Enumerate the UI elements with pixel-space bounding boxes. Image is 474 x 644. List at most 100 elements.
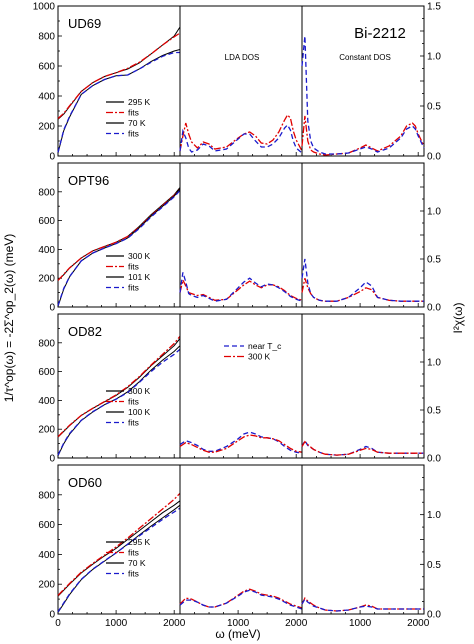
legend-label: fits xyxy=(128,108,139,118)
y-tick-label: 800 xyxy=(38,338,55,349)
y-tick-label: 1000 xyxy=(33,2,56,13)
y-tick-label: 0 xyxy=(49,610,55,621)
legend-label: fits xyxy=(128,569,139,579)
y-tick-label: 200 xyxy=(38,274,55,285)
y-tick-label: 600 xyxy=(38,216,55,227)
y-tick-label: 0.0 xyxy=(427,454,441,465)
series-line xyxy=(179,123,303,154)
legend-label: fits xyxy=(128,418,139,428)
od82-lda-series-group xyxy=(179,431,303,454)
od60-lda-frame xyxy=(179,464,303,615)
legend-label: 295 K xyxy=(128,97,151,107)
series-line xyxy=(57,26,181,120)
x-tick-label: 0 xyxy=(55,618,61,629)
series-line xyxy=(301,278,424,302)
y-tick-label: 400 xyxy=(38,550,55,561)
y-tick-label: 0.5 xyxy=(427,560,441,571)
y-tick-label: 0.0 xyxy=(427,610,441,621)
legend-label: near T_c xyxy=(248,341,282,351)
sample-label: OD82 xyxy=(68,324,102,339)
y-tick-label: 1.0 xyxy=(427,207,441,218)
y-tick-label: 0.5 xyxy=(427,406,441,417)
series-line xyxy=(57,188,181,307)
y-tick-label: 800 xyxy=(38,187,55,198)
y-tick-label: 1.0 xyxy=(427,358,441,369)
opt96-scattering-series-group xyxy=(57,187,181,307)
y-tick-label: 0.5 xyxy=(427,102,441,113)
legend-label: fits xyxy=(128,397,139,407)
y-axis-label-right: I²χ(ω) xyxy=(451,303,465,334)
y-tick-label: 0 xyxy=(49,303,55,314)
series-line xyxy=(57,49,181,154)
y-tick-label: 200 xyxy=(38,425,55,436)
series-line xyxy=(301,440,424,456)
series-line xyxy=(57,189,181,306)
series-line xyxy=(57,348,181,456)
od60-constant-frame xyxy=(301,464,425,615)
y-tick-label: 600 xyxy=(38,520,55,531)
sample-label: OPT96 xyxy=(68,173,109,188)
y-tick-label: 800 xyxy=(38,32,55,43)
opt96-lda-frame xyxy=(179,162,303,308)
y-tick-label: 0.0 xyxy=(427,152,441,163)
sample-label: UD69 xyxy=(68,16,101,31)
y-tick-label: 0.5 xyxy=(427,255,441,266)
series-line xyxy=(301,596,424,612)
x-tick-label: 2000 xyxy=(407,618,430,629)
od82-scattering-series-group xyxy=(57,335,181,457)
y-tick-label: 1.0 xyxy=(427,52,441,63)
series-line xyxy=(301,598,424,612)
x-tick-label: 1000 xyxy=(105,618,128,629)
series-line xyxy=(301,258,424,302)
series-line xyxy=(179,431,303,454)
legend-label: 101 K xyxy=(128,272,151,282)
y-tick-label: 400 xyxy=(38,92,55,103)
series-line xyxy=(179,589,303,610)
series-line xyxy=(179,278,303,301)
od82-constant-frame xyxy=(301,313,425,459)
series-line xyxy=(57,504,181,613)
y-tick-label: 0 xyxy=(49,454,55,465)
legend-label: fits xyxy=(128,262,139,272)
ud69-constant-series-group xyxy=(301,35,425,156)
ud69-lda-frame xyxy=(179,5,303,157)
y-axis-label-left: 1/τ^op(ω) = -2Σ^op_2(ω) (meV) xyxy=(2,234,16,403)
series-line xyxy=(301,439,424,456)
opt96-constant-series-group xyxy=(301,258,424,302)
od82-constant-series-group xyxy=(301,439,424,456)
series-line xyxy=(57,345,181,457)
y-tick-label: 800 xyxy=(38,490,55,501)
series-line xyxy=(179,588,303,609)
od60-constant-series-group xyxy=(301,596,424,612)
y-tick-label: 200 xyxy=(38,122,55,133)
legend-label: 100 K xyxy=(128,407,151,417)
series-line xyxy=(301,35,425,155)
y-tick-label: 400 xyxy=(38,396,55,407)
legend-label: 300 K xyxy=(128,386,151,396)
legend-label: 295 K xyxy=(128,537,151,547)
x-tick-label: 1000 xyxy=(227,618,250,629)
opt96-lda-series-group xyxy=(179,272,303,302)
material-label: Bi-2212 xyxy=(354,25,406,42)
y-tick-label: 0 xyxy=(49,152,55,163)
x-tick-label: 1000 xyxy=(349,618,372,629)
legend-label: fits xyxy=(128,283,139,293)
legend-label: 300 K xyxy=(248,352,271,362)
y-tick-label: 600 xyxy=(38,62,55,73)
y-tick-label: 1.5 xyxy=(427,2,441,13)
legend-label: 70 K xyxy=(128,118,146,128)
y-tick-label: 1.0 xyxy=(427,510,441,521)
ud69-lda-series-group xyxy=(179,113,303,154)
constant-dos-title: Constant DOS xyxy=(339,53,391,62)
x-axis-label: ω (meV) xyxy=(215,627,260,641)
y-tick-label: 600 xyxy=(38,367,55,378)
series-line xyxy=(57,335,181,438)
y-tick-label: 400 xyxy=(38,245,55,256)
series-line xyxy=(57,188,181,281)
series-line xyxy=(179,434,303,453)
legend-label: 70 K xyxy=(128,558,146,568)
series-line xyxy=(179,113,303,152)
od60-lda-series-group xyxy=(179,588,303,610)
